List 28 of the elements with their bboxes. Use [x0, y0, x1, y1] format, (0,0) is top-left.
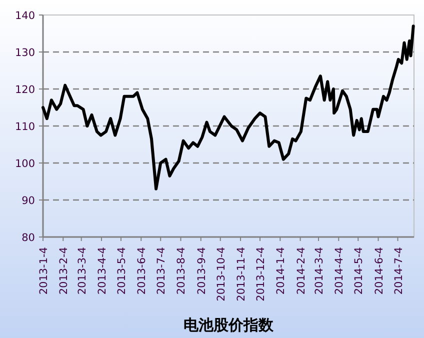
line-series: [42, 24, 415, 190]
y-tick-label: 90: [22, 195, 35, 207]
y-tick-label: 80: [22, 232, 35, 244]
x-tick-label: 2014-3-4: [313, 246, 326, 295]
x-tick-label: 2013-8-4: [176, 246, 188, 295]
y-tick-label: 110: [14, 121, 35, 133]
y-tick-label: 100: [14, 158, 35, 170]
x-tick-label: 2013-4-4: [96, 246, 108, 295]
x-tick-label: 2013-7-4: [156, 246, 168, 295]
x-tick-label: 2013-9-4: [196, 246, 208, 295]
x-tick-label: 2013-1-4: [38, 246, 50, 295]
x-tick-label: 2014-4-4: [334, 246, 346, 295]
y-tick-label: 140: [14, 10, 35, 22]
x-tick-label: 2014-1-4: [275, 246, 288, 295]
x-tick-label: 2013-6-4: [136, 246, 148, 295]
x-tick-label: 2013-3-4: [76, 246, 88, 295]
x-tick-label: 2013-12-4: [255, 246, 268, 302]
text: 电池股价指数: [184, 316, 274, 334]
y-tick-label: 120: [14, 84, 35, 96]
x-tick-label: 2013-11-4: [236, 246, 248, 302]
x-tick-label: 2013-10-4: [215, 246, 228, 302]
x-tick-label: 2013-2-4: [58, 246, 70, 295]
y-tick-label: 130: [14, 47, 35, 59]
x-tick-label: 2014-2-4: [295, 246, 308, 295]
x-tick-label: 2014-5-4: [353, 246, 366, 295]
x-tick-label: 2014-7-4: [392, 246, 405, 295]
x-tick-label: 2014-6-4: [373, 246, 386, 295]
x-tick-label: 2013-5-4: [116, 246, 128, 295]
